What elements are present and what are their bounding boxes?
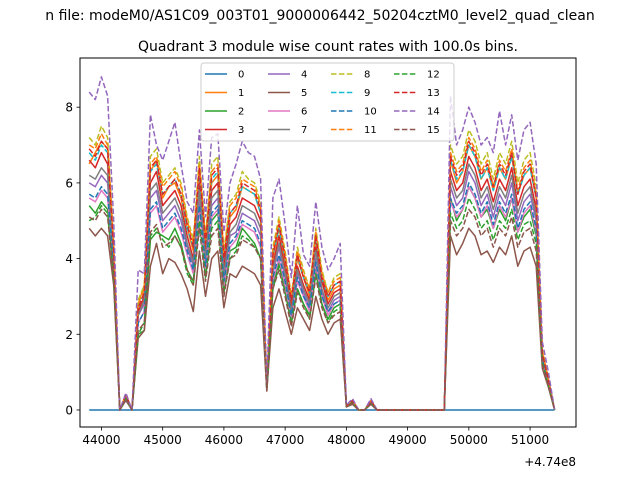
y-tick-label: 6 — [65, 176, 73, 190]
legend-label-1: 1 — [238, 88, 244, 99]
legend-box — [200, 62, 455, 142]
plot-frame — [79, 57, 577, 428]
legend-label-0: 0 — [238, 70, 244, 81]
legend-label-11: 11 — [364, 125, 377, 136]
series-layer — [88, 76, 556, 411]
figure-suptitle: n file: modeM0/AS1C09_003T01_9000006442_… — [45, 8, 594, 24]
y-axis: 0 2 4 6 8 — [65, 101, 80, 417]
legend-label-2: 2 — [238, 107, 244, 118]
series-line-10 — [88, 182, 556, 411]
legend-label-5: 5 — [301, 88, 307, 99]
y-tick-label: 2 — [65, 328, 73, 342]
x-tick-label: 49000 — [389, 433, 427, 447]
series-line-3 — [88, 151, 556, 411]
x-tick-label: 45000 — [144, 433, 182, 447]
x-tick-label: 47000 — [266, 433, 304, 447]
legend-label-9: 9 — [364, 88, 370, 99]
series-line-8 — [88, 125, 556, 411]
legend-label-13: 13 — [427, 88, 440, 99]
legend-label-6: 6 — [301, 107, 307, 118]
series-line-7 — [88, 163, 556, 411]
y-tick-label: 0 — [65, 403, 73, 417]
chart-title: Quadrant 3 module wise count rates with … — [138, 39, 518, 55]
series-line-11 — [88, 132, 556, 411]
legend-label-15: 15 — [427, 125, 440, 136]
legend-label-8: 8 — [364, 70, 370, 81]
legend-label-14: 14 — [427, 107, 440, 118]
legend-label-12: 12 — [427, 70, 440, 81]
series-line-15 — [88, 208, 556, 411]
series-line-6 — [88, 185, 556, 411]
y-tick-label: 4 — [65, 252, 73, 266]
series-line-14 — [88, 76, 556, 411]
series-line-5 — [88, 227, 556, 411]
legend-label-7: 7 — [301, 125, 307, 136]
x-tick-label: 44000 — [82, 433, 120, 447]
x-tick-label: 50000 — [450, 433, 488, 447]
legend-label-10: 10 — [364, 107, 377, 118]
series-line-13 — [88, 140, 556, 411]
x-tick-label: 51000 — [511, 433, 549, 447]
legend-label-4: 4 — [301, 70, 307, 81]
legend-label-3: 3 — [238, 125, 244, 136]
x-offset-label: +4.74e8 — [524, 455, 576, 469]
x-tick-label: 46000 — [205, 433, 243, 447]
x-axis: 44000 45000 46000 47000 48000 49000 50000 51000 — [82, 427, 549, 447]
y-tick-label: 8 — [65, 101, 73, 115]
x-tick-label: 48000 — [327, 433, 365, 447]
